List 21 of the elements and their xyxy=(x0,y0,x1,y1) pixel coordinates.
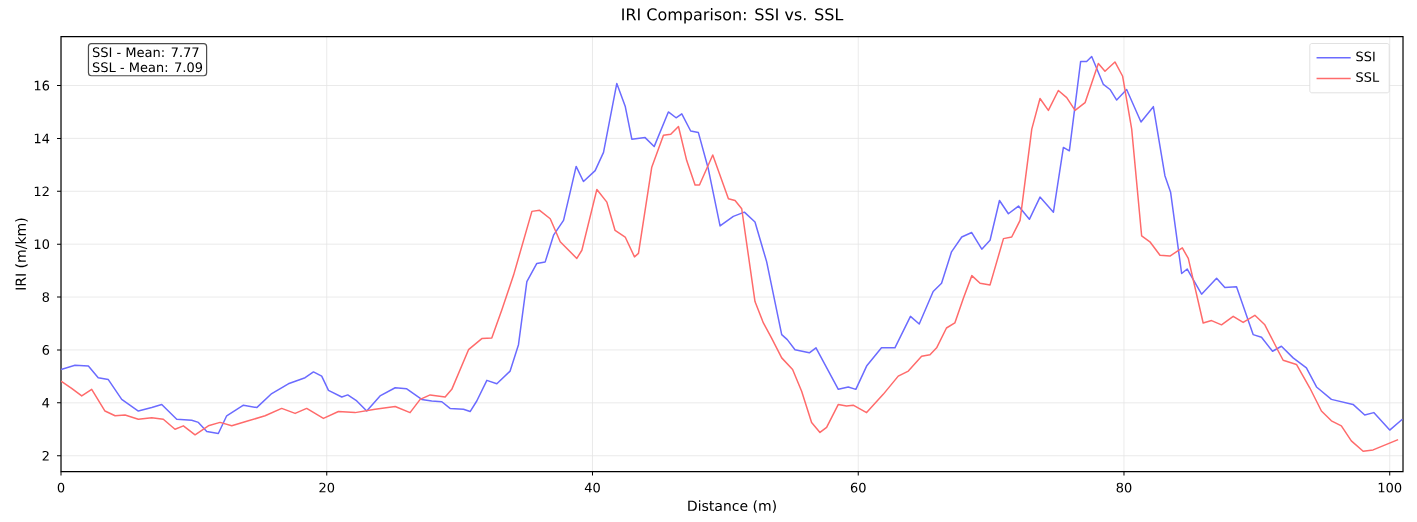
legend-label: SSL xyxy=(1356,72,1380,82)
x-tick-label: 20 xyxy=(319,482,335,493)
y-tick-label: 14 xyxy=(34,133,50,144)
annotation: SSL - Mean: 7.09 xyxy=(92,62,203,73)
y-tick-label: 10 xyxy=(34,239,50,250)
annotation: SSI - Mean: 7.77 xyxy=(92,47,199,58)
y-tick-label: 8 xyxy=(42,292,50,302)
y-tick-label: 16 xyxy=(34,80,50,91)
chart-title: IRI Comparison: SSI vs. SSL xyxy=(622,8,844,24)
y-axis-title: IRI (m/km) xyxy=(15,218,28,290)
y-tick-label: 4 xyxy=(42,398,50,408)
x-tick-label: 100 xyxy=(1378,482,1402,493)
x-tick-label: 80 xyxy=(1116,482,1132,493)
y-tick-label: 6 xyxy=(42,345,50,355)
x-axis-title: Distance (m) xyxy=(688,500,776,513)
legend-label: SSI xyxy=(1356,51,1375,62)
y-tick-label: 2 xyxy=(42,450,49,461)
y-tick-label: 12 xyxy=(34,186,49,197)
x-tick-label: 0 xyxy=(57,482,65,493)
x-tick-label: 60 xyxy=(850,482,866,493)
x-tick-label: 40 xyxy=(584,482,600,493)
